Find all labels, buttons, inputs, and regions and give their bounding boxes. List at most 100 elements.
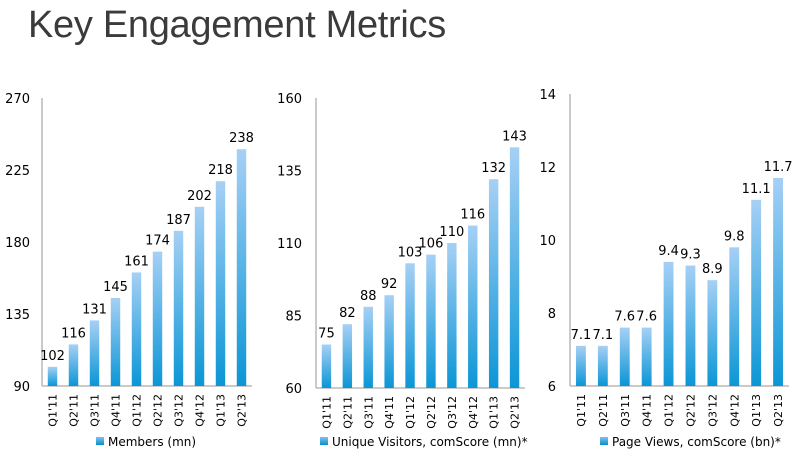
bar — [152, 251, 163, 386]
bar — [194, 206, 205, 386]
bar-chart-1: 90 135 180 225 270 102 Q1'11 116 Q2'11 131 Q3'11 14… — [5, 92, 254, 449]
y-tick-label: 10 — [539, 234, 556, 249]
data-label: 110 — [439, 225, 464, 240]
x-tick-label: Q2'13 — [509, 396, 522, 429]
bar — [363, 306, 373, 388]
data-label: 106 — [419, 237, 444, 252]
x-tick-label: Q1'13 — [215, 394, 228, 427]
page-title: Key Engagement Metrics — [28, 4, 446, 46]
data-label: 11.7 — [764, 160, 793, 175]
bar — [47, 366, 58, 386]
x-tick-label: Q1'13 — [488, 396, 501, 429]
bar — [215, 181, 226, 386]
x-tick-label: Q1'12 — [404, 396, 417, 429]
bar — [321, 344, 332, 388]
data-label: 9.8 — [724, 229, 745, 244]
x-tick-label: Q4'12 — [467, 396, 480, 429]
x-tick-label: Q1'12 — [663, 394, 676, 427]
bar-chart-3: 6 8 10 12 14 7.1 Q1'11 7.1 Q2'11 7.6 Q3'11 7.6 Q4'11… — [539, 88, 792, 449]
data-label: 202 — [187, 189, 212, 204]
bar — [729, 247, 740, 386]
legend: Page Views, comScore (bn)* — [600, 435, 781, 449]
bar — [641, 327, 652, 386]
bar — [110, 298, 121, 386]
legend-swatch — [96, 437, 104, 445]
y-tick-label: 110 — [277, 237, 302, 252]
data-label: 7.1 — [571, 328, 592, 343]
data-label: 75 — [318, 327, 335, 342]
x-tick-label: Q1'13 — [750, 394, 763, 427]
bar — [68, 344, 79, 386]
x-tick-label: Q2'11 — [597, 394, 610, 427]
data-label: 145 — [103, 280, 128, 295]
x-tick-label: Q1'11 — [47, 394, 60, 427]
data-label: 143 — [502, 129, 527, 144]
bar — [619, 327, 630, 386]
x-tick-label: Q4'12 — [728, 394, 741, 427]
x-tick-label: Q1'11 — [320, 396, 333, 429]
x-tick-label: Q2'13 — [236, 394, 249, 427]
y-tick-label: 160 — [277, 92, 302, 107]
bar — [426, 254, 436, 388]
data-label: 131 — [82, 302, 107, 317]
x-tick-label: Q4'12 — [194, 394, 207, 427]
x-tick-label: Q3'12 — [446, 396, 459, 429]
x-tick-label: Q1'12 — [131, 394, 144, 427]
y-tick-label: 180 — [5, 236, 30, 251]
data-label: 116 — [61, 326, 86, 341]
data-label: 103 — [398, 245, 423, 260]
data-label: 82 — [339, 306, 356, 321]
legend: Members (mn) — [96, 435, 196, 449]
x-tick-label: Q4'11 — [110, 394, 123, 427]
data-label: 9.4 — [658, 244, 679, 259]
bar — [384, 295, 394, 388]
x-tick-label: Q2'12 — [425, 396, 438, 429]
x-tick-label: Q4'11 — [641, 394, 654, 427]
x-tick-label: Q3'11 — [89, 394, 102, 427]
x-tick-label: Q3'11 — [619, 394, 632, 427]
data-label: 116 — [460, 208, 485, 223]
legend-label: Page Views, comScore (bn)* — [612, 435, 781, 449]
data-label: 102 — [40, 349, 65, 364]
bar — [447, 243, 457, 388]
data-label: 8.9 — [702, 262, 723, 277]
bar — [131, 272, 142, 386]
bar — [576, 345, 586, 386]
bar — [751, 199, 762, 386]
bar — [509, 147, 520, 388]
data-label: 187 — [166, 213, 191, 228]
data-label: 7.6 — [636, 310, 657, 325]
data-label: 92 — [381, 277, 398, 292]
bar-chart-2: 60 85 110 135 160 75 Q1'11 82 Q2'11 88 Q3'11 92 Q4'1… — [277, 92, 527, 449]
y-tick-label: 6 — [548, 380, 556, 395]
data-label: 218 — [208, 163, 233, 178]
data-label: 174 — [145, 234, 170, 249]
y-tick-label: 60 — [285, 382, 302, 397]
bar — [468, 225, 478, 388]
data-label: 238 — [229, 131, 254, 146]
y-tick-label: 14 — [539, 88, 556, 103]
bar — [342, 324, 353, 388]
x-tick-label: Q2'12 — [684, 394, 697, 427]
data-label: 9.3 — [680, 248, 701, 263]
bar — [236, 149, 247, 386]
x-tick-label: Q2'11 — [68, 394, 81, 427]
y-tick-label: 85 — [285, 310, 302, 325]
x-tick-label: Q2'13 — [772, 394, 785, 427]
legend: Unique Visitors, comScore (mn)* — [320, 435, 528, 449]
x-tick-label: Q3'12 — [706, 394, 719, 427]
bar — [773, 177, 783, 386]
legend-label: Unique Visitors, comScore (mn)* — [332, 435, 528, 449]
x-tick-label: Q4'11 — [383, 396, 396, 429]
y-tick-label: 270 — [5, 92, 30, 107]
data-label: 7.6 — [614, 310, 635, 325]
legend-swatch — [320, 437, 328, 445]
data-label: 132 — [481, 161, 506, 176]
y-tick-label: 225 — [5, 164, 30, 179]
bar — [405, 263, 415, 388]
data-label: 161 — [124, 254, 149, 269]
y-tick-label: 8 — [548, 307, 556, 322]
data-label: 7.1 — [593, 328, 614, 343]
legend-label: Members (mn) — [108, 435, 196, 449]
